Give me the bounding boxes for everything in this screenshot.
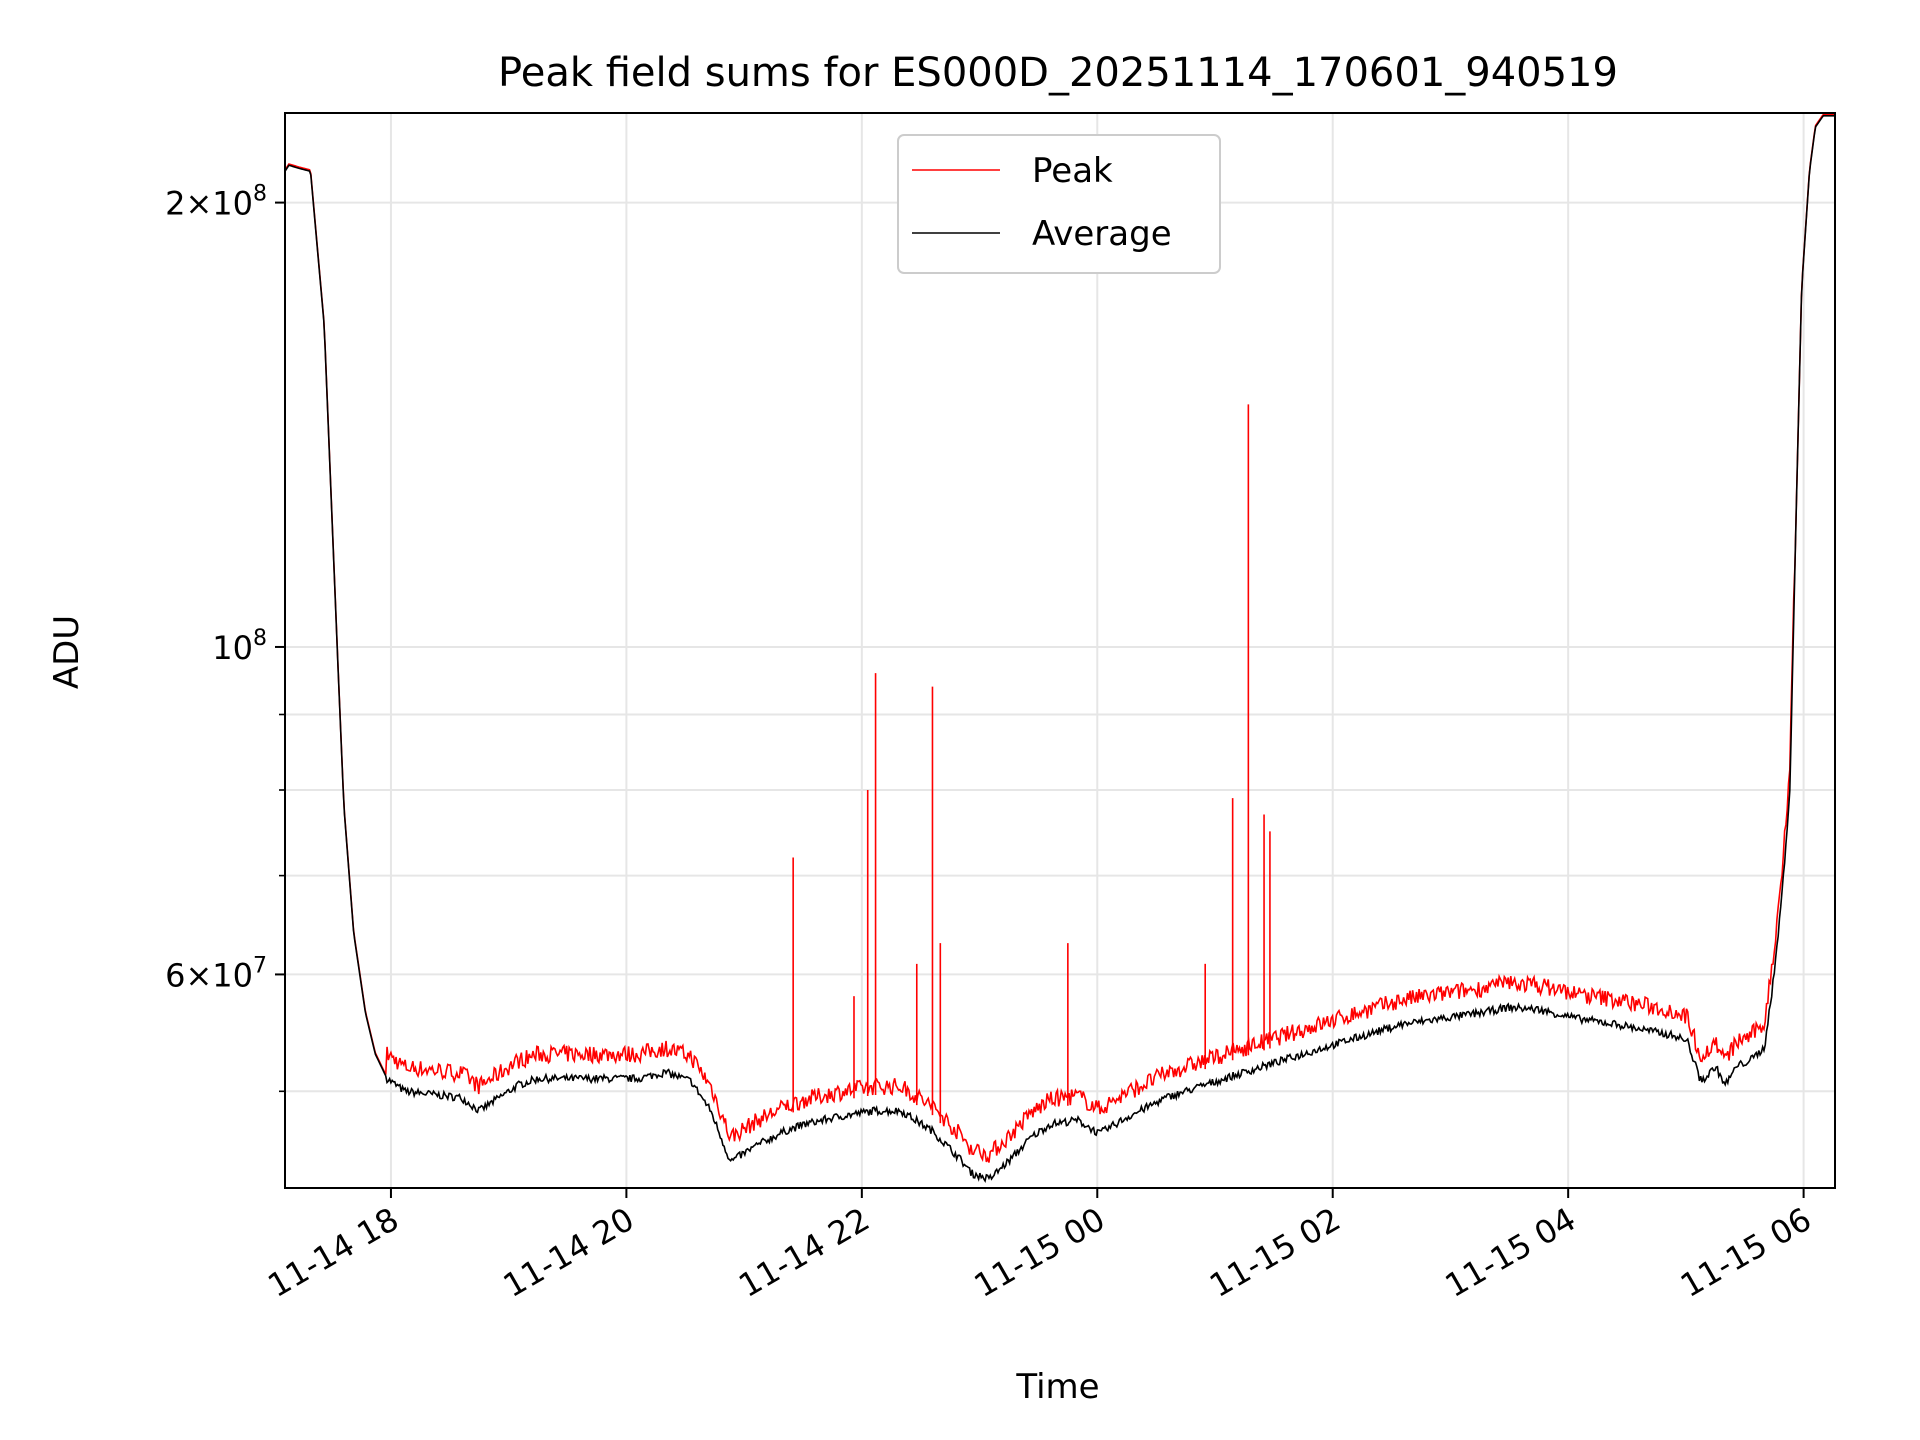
y-tick-label: 2×108 (165, 182, 267, 223)
x-tick-label: 11-14 18 (261, 1200, 405, 1305)
y-tick-times: ×10 (185, 185, 253, 223)
y-tick-label: 108 (212, 626, 267, 667)
legend-average-label: Average (1032, 214, 1172, 254)
average-series-line (284, 114, 1835, 1184)
x-tick-label: 11-15 06 (1674, 1200, 1818, 1305)
y-tick-base: 10 (212, 629, 253, 667)
x-tick-label: 11-15 00 (968, 1200, 1112, 1305)
y-tick-exponent: 7 (253, 953, 267, 978)
y-tick-mantissa: 6 (165, 956, 185, 994)
y-axis-label: ADU (47, 615, 87, 689)
x-axis: 11-14 18 11-14 20 11-14 22 11-15 00 11-15 02… (261, 1188, 1818, 1305)
y-tick-label: 6×107 (165, 953, 267, 994)
y-tick-times: ×10 (185, 956, 253, 994)
peak-series-line (284, 113, 1835, 1163)
grid (285, 113, 1835, 1188)
legend: Peak Average (897, 134, 1221, 274)
chart-title: Peak field sums for ES000D_20251114_1706… (498, 50, 1618, 96)
plot-frame (284, 112, 1836, 1189)
plot-area (284, 113, 1835, 1184)
x-tick-label: 11-15 02 (1203, 1200, 1347, 1305)
y-tick-exponent: 8 (253, 182, 267, 207)
x-axis-label: Time (1015, 1367, 1099, 1407)
y-tick-mantissa: 2 (165, 185, 185, 223)
legend-peak-label: Peak (1032, 151, 1113, 191)
x-tick-label: 11-15 04 (1439, 1200, 1583, 1305)
y-tick-exponent: 8 (253, 626, 267, 651)
x-tick-label: 11-14 22 (732, 1200, 876, 1305)
x-tick-label: 11-14 20 (497, 1200, 641, 1305)
